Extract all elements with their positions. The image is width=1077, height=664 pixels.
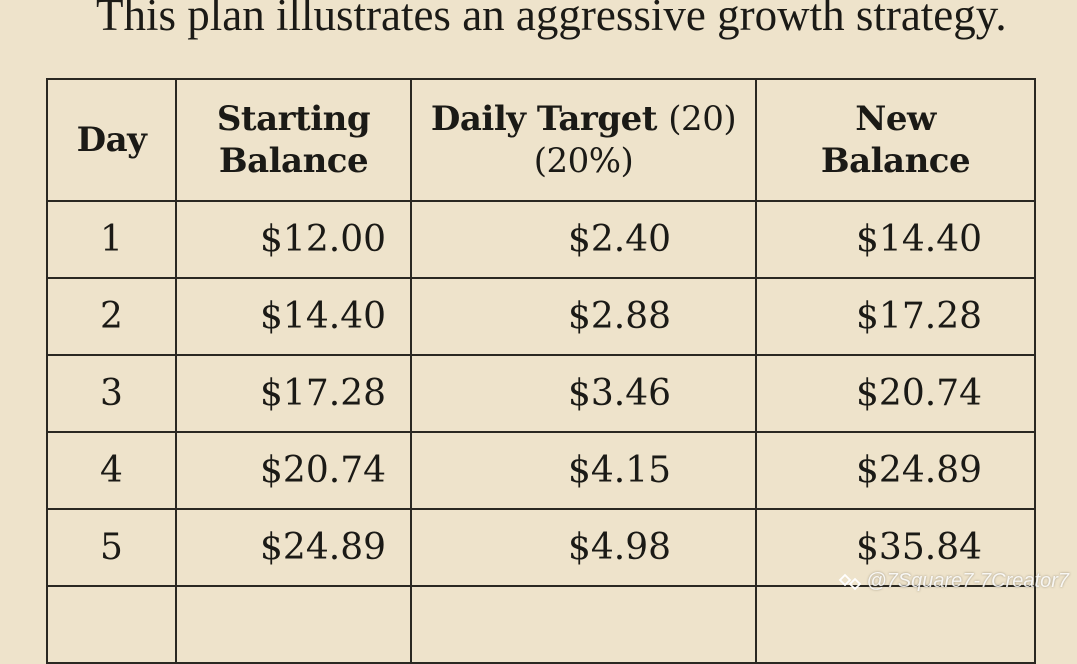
cell-starting-balance: $24.89 [175, 508, 412, 587]
header-daily-target-line2: (20%) [533, 141, 634, 181]
header-daily-target-line1: Daily Target [430, 99, 658, 139]
header-new-balance-line1: New [855, 99, 936, 139]
header-new-balance: New Balance [755, 78, 1036, 202]
cell-starting-balance: $12.00 [175, 200, 412, 279]
cell-starting-balance [175, 585, 412, 664]
cell-new-balance: $14.40 [755, 200, 1036, 279]
table-header-row: Day Starting Balance Daily Target (20) (… [46, 78, 1036, 202]
header-starting-balance: Starting Balance [175, 78, 412, 202]
table-row: 5 $24.89 $4.98 $35.84 [46, 508, 1036, 587]
table-row [46, 585, 1036, 664]
creator-watermark: @7Square7-7Creator7 [838, 570, 1069, 593]
header-starting-balance-line1: Starting [216, 99, 371, 139]
cell-daily-target: $4.15 [410, 431, 757, 510]
cell-new-balance: $35.84 [755, 508, 1036, 587]
header-day: Day [46, 78, 177, 202]
watermark-text: @7Square7-7Creator7 [866, 570, 1069, 592]
table-row: 4 $20.74 $4.15 $24.89 [46, 431, 1036, 510]
cell-starting-balance: $14.40 [175, 277, 412, 356]
cell-daily-target: $2.40 [410, 200, 757, 279]
header-new-balance-line2: Balance [820, 141, 971, 181]
header-starting-balance-line2: Balance [218, 141, 369, 181]
cell-day: 4 [46, 431, 177, 510]
cell-starting-balance: $17.28 [175, 354, 412, 433]
intro-text: This plan illustrates an aggressive grow… [96, 0, 1007, 40]
cell-day: 1 [46, 200, 177, 279]
cell-daily-target: $2.88 [410, 277, 757, 356]
header-daily-target-suffix: (20) [668, 99, 737, 139]
table-row: 1 $12.00 $2.40 $14.40 [46, 200, 1036, 279]
watermark-logo-icon [838, 571, 862, 593]
cell-day [46, 585, 177, 664]
cell-daily-target [410, 585, 757, 664]
cell-day: 5 [46, 508, 177, 587]
cell-new-balance [755, 585, 1036, 664]
cell-day: 2 [46, 277, 177, 356]
cell-daily-target: $4.98 [410, 508, 757, 587]
table-row: 3 $17.28 $3.46 $20.74 [46, 354, 1036, 433]
cell-new-balance: $24.89 [755, 431, 1036, 510]
cell-new-balance: $20.74 [755, 354, 1036, 433]
table-row: 2 $14.40 $2.88 $17.28 [46, 277, 1036, 356]
cell-day: 3 [46, 354, 177, 433]
header-daily-target: Daily Target (20) (20%) [410, 78, 757, 202]
cell-daily-target: $3.46 [410, 354, 757, 433]
cell-starting-balance: $20.74 [175, 431, 412, 510]
cell-new-balance: $17.28 [755, 277, 1036, 356]
header-day-label: Day [76, 120, 147, 160]
